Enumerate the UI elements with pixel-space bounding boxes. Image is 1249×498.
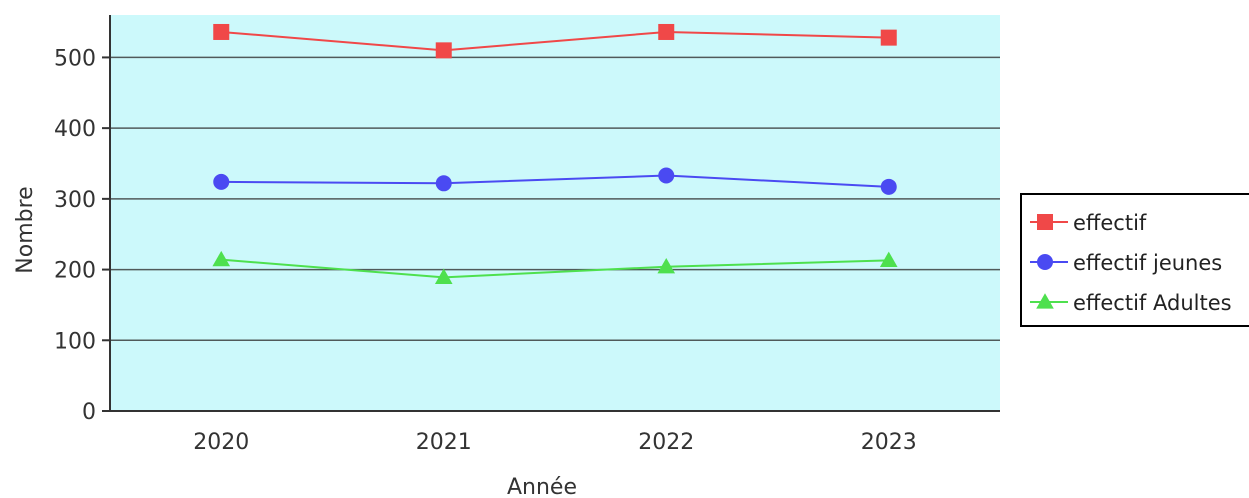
legend-marker <box>1036 293 1054 309</box>
axes <box>109 15 1000 412</box>
x-ticks: 2020 2021 2022 2023 <box>193 430 917 455</box>
data-point <box>658 23 675 40</box>
legend-label: effectif Adultes <box>1073 291 1232 315</box>
y-ticks: 0 100 200 300 400 500 <box>54 46 110 425</box>
legend-item: effectif Adultes <box>1030 291 1232 315</box>
series-effectif-jeunes <box>213 167 897 195</box>
data-point <box>657 257 676 274</box>
x-tick-label: 2022 <box>638 430 694 455</box>
data-point <box>880 178 897 195</box>
legend-item: effectif jeunes <box>1030 251 1222 275</box>
plot-background <box>110 15 1000 411</box>
legend: effectif effectif jeunes effectif Adultes <box>1020 193 1249 327</box>
x-tick-label: 2021 <box>416 430 472 455</box>
x-axis-title: Année <box>507 475 577 498</box>
series-line <box>221 258 889 279</box>
x-tick-label: 2023 <box>861 430 917 455</box>
data-point <box>879 251 898 267</box>
legend-label: effectif <box>1073 211 1147 235</box>
y-tick-label: 400 <box>54 117 96 142</box>
data-point <box>212 250 231 267</box>
data-point <box>213 23 230 40</box>
data-point <box>213 173 230 190</box>
series-line <box>221 174 889 188</box>
x-tick-label: 2020 <box>193 430 249 455</box>
data-point <box>435 175 452 192</box>
y-axis-title: Nombre <box>13 186 38 273</box>
series <box>212 23 898 284</box>
y-tick-label: 200 <box>54 259 96 284</box>
grid <box>110 56 1000 342</box>
legend-marker <box>1037 254 1053 270</box>
y-tick-label: 500 <box>54 46 96 71</box>
data-point <box>880 29 897 46</box>
series-effectif <box>213 23 897 59</box>
legend-item: effectif <box>1030 211 1147 235</box>
y-tick-label: 300 <box>54 188 96 213</box>
data-point <box>658 167 675 184</box>
y-tick-label: 0 <box>82 400 96 425</box>
legend-label: effectif jeunes <box>1073 251 1222 275</box>
series-effectif-adultes <box>212 250 898 284</box>
legend-marker <box>1037 214 1053 230</box>
y-tick-label: 100 <box>54 329 96 354</box>
series-line <box>221 30 889 52</box>
data-point <box>435 42 452 59</box>
data-point <box>434 268 453 284</box>
legend-box <box>1020 193 1249 327</box>
